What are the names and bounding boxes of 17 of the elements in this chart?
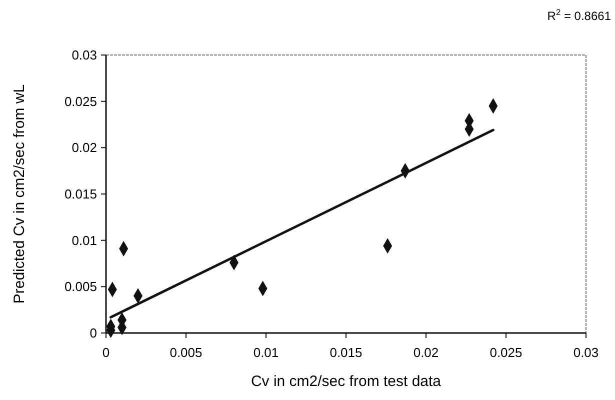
y-tick-label: 0.03 [72, 48, 97, 62]
y-tick-label: 0 [90, 326, 97, 340]
y-tick-label: 0.015 [64, 186, 97, 202]
x-tick-label: 0.01 [253, 345, 279, 360]
y-tick-label: 0.005 [64, 279, 97, 294]
text: R$^{2}$ = 0.8661 [547, 7, 612, 23]
y-axis-title: Predicted Cv in cm2/sec from wL [11, 84, 28, 304]
y-tick-label: 0.01 [72, 232, 97, 248]
x-tick-label: 0.02 [413, 345, 439, 360]
y-tick-label: 0.02 [72, 140, 97, 156]
x-tick-label: 0.03 [573, 345, 599, 360]
x-tick-label: 0.005 [170, 345, 202, 360]
x-tick-label: 0 [102, 345, 110, 360]
x-axis-title: Cv in cm2/sec from test data [250, 373, 442, 390]
y-tick-label: 0.025 [64, 94, 97, 109]
x-tick-label: 0.025 [490, 345, 522, 360]
x-tick-label: 0.015 [330, 345, 362, 360]
